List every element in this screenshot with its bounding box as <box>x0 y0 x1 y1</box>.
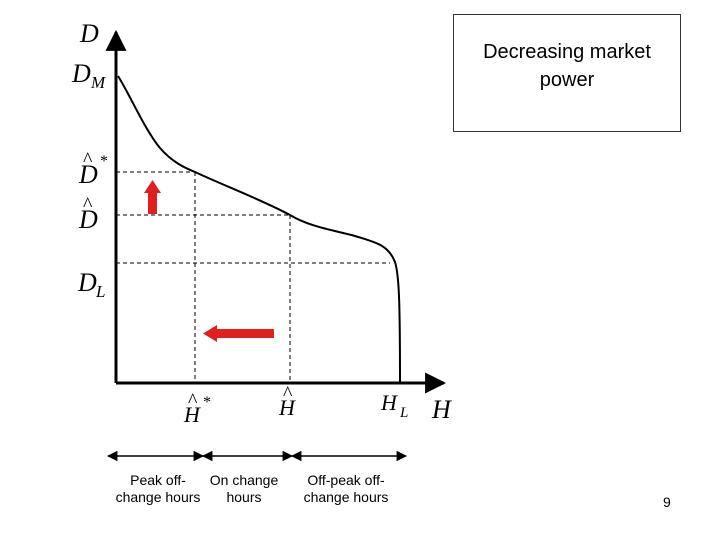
segment-label-peak: Peak off-change hours <box>116 472 201 505</box>
segment-label-offpeak: Off-peak off-change hours <box>304 472 389 505</box>
y-tick-d-star-main: D <box>78 160 98 189</box>
arrow-up-shaft <box>148 192 157 214</box>
load-duration-curve <box>117 75 401 384</box>
y-tick-d-l: D L <box>77 268 105 301</box>
arrow-up-head <box>144 180 161 193</box>
arrow-up <box>144 180 161 214</box>
note-text: Decreasing market power <box>483 41 651 91</box>
y-tick-d-hat: ^ D <box>78 194 98 234</box>
arrow-left <box>203 325 274 342</box>
y-axis-label: D <box>79 19 99 48</box>
x-tick-h-hat: ^ H <box>278 383 296 420</box>
y-tick-d-hat-hat: ^ <box>83 194 93 216</box>
y-tick-d-l-main: D <box>77 268 97 297</box>
guide-lines <box>116 171 390 383</box>
y-tick-d-m: D M <box>71 59 106 92</box>
x-tick-h-l-main: H <box>380 390 398 415</box>
note-box: Decreasing market power <box>453 14 681 132</box>
x-tick-h-star: ^ H * <box>183 390 211 427</box>
page-number: 9 <box>663 494 671 510</box>
x-tick-h-l: H L <box>380 390 408 421</box>
y-tick-d-star-hat: ^ <box>83 149 93 171</box>
x-tick-h-hat-hat: ^ <box>283 383 293 405</box>
x-axis-label: H <box>431 395 452 424</box>
y-tick-d-m-sub: M <box>90 73 106 92</box>
x-tick-h-star-sup: * <box>203 394 211 411</box>
y-tick-d-l-sub: L <box>95 282 105 301</box>
segment-label-on: On change hours <box>210 472 279 505</box>
arrow-left-head <box>203 325 217 342</box>
y-tick-d-star: ^ D * <box>78 149 108 189</box>
x-tick-h-hat-main: H <box>278 395 296 420</box>
y-tick-d-star-sup: * <box>100 153 108 170</box>
x-tick-h-star-hat: ^ <box>188 390 198 412</box>
y-tick-d-hat-main: D <box>78 205 98 234</box>
y-tick-d-m-main: D <box>71 59 91 88</box>
arrow-left-shaft <box>216 329 274 338</box>
x-tick-h-star-main: H <box>183 402 201 427</box>
x-tick-h-l-sub: L <box>399 405 408 421</box>
